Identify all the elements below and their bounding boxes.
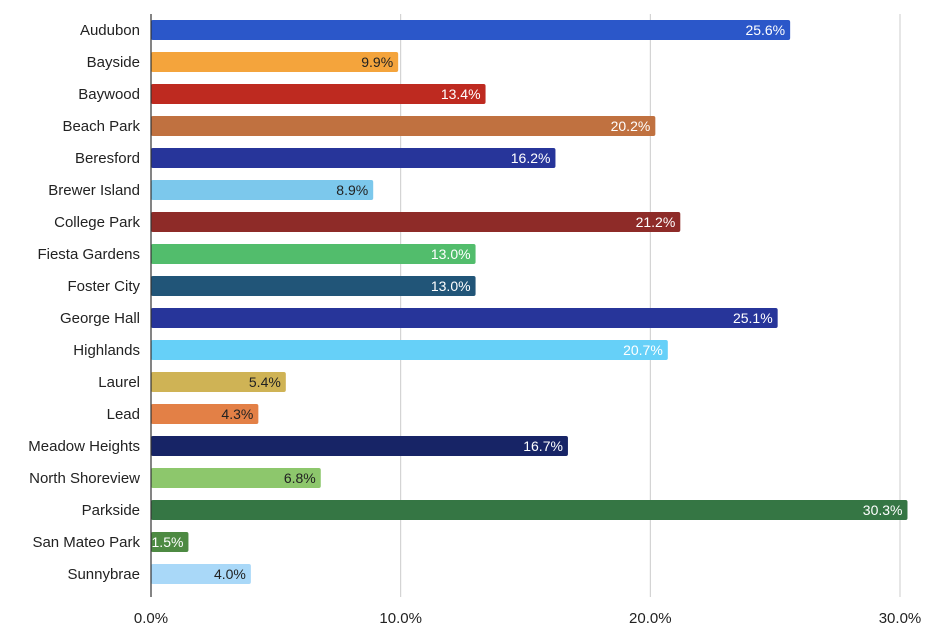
data-label: 8.9% xyxy=(336,182,368,198)
bar xyxy=(151,20,791,40)
category-label: Beach Park xyxy=(62,118,140,135)
bar xyxy=(151,468,321,488)
data-labels: 25.6% 9.9% 13.4% 20.2% 16.2% 8.9% 21.2% 13.0% 13… xyxy=(152,22,903,582)
data-label: 4.3% xyxy=(221,406,253,422)
category-label: Lead xyxy=(107,406,140,423)
data-label: 6.8% xyxy=(284,470,316,486)
bar xyxy=(151,340,668,360)
x-tick-label: 20.0% xyxy=(629,610,672,627)
category-label: North Shoreview xyxy=(29,470,140,487)
category-label: Laurel xyxy=(98,374,140,391)
category-label: College Park xyxy=(54,214,140,231)
bar xyxy=(151,148,556,168)
data-label: 13.0% xyxy=(431,246,471,262)
bar xyxy=(151,500,908,520)
bar xyxy=(151,404,259,424)
bar xyxy=(151,116,656,136)
category-label: San Mateo Park xyxy=(32,534,140,551)
bar xyxy=(151,52,399,72)
bar xyxy=(151,180,374,200)
bars xyxy=(151,20,908,584)
category-label: Audubon xyxy=(80,22,140,39)
bar xyxy=(151,436,568,456)
category-label: Highlands xyxy=(73,342,140,359)
category-label: Beresford xyxy=(75,150,140,167)
data-label: 1.5% xyxy=(152,534,184,550)
bar xyxy=(151,308,778,328)
category-label: George Hall xyxy=(60,310,140,327)
category-label: Bayside xyxy=(87,54,140,71)
data-label: 4.0% xyxy=(214,566,246,582)
x-tick-label: 10.0% xyxy=(379,610,422,627)
category-label: Parkside xyxy=(82,502,140,519)
bar xyxy=(151,84,486,104)
data-label: 20.2% xyxy=(611,118,651,134)
data-label: 20.7% xyxy=(623,342,663,358)
data-label: 13.0% xyxy=(431,278,471,294)
category-label: Fiesta Gardens xyxy=(37,246,140,263)
category-label: Sunnybrae xyxy=(67,566,140,583)
category-label: Meadow Heights xyxy=(28,438,140,455)
category-labels: Audubon Bayside Baywood Beach Park Beresford… xyxy=(28,22,140,583)
data-label: 21.2% xyxy=(636,214,676,230)
gridlines xyxy=(400,14,901,597)
data-label: 13.4% xyxy=(441,86,481,102)
data-label: 5.4% xyxy=(249,374,281,390)
bar xyxy=(151,212,681,232)
category-label: Foster City xyxy=(67,278,140,295)
bar xyxy=(151,564,251,584)
x-tick-label: 0.0% xyxy=(134,610,168,627)
category-label: Baywood xyxy=(78,86,140,103)
x-tick-labels: 0.0% 10.0% 20.0% 30.0% xyxy=(134,610,921,627)
data-label: 25.6% xyxy=(745,22,785,38)
data-label: 9.9% xyxy=(361,54,393,70)
bar xyxy=(151,244,476,264)
data-label: 30.3% xyxy=(863,502,903,518)
bar xyxy=(151,276,476,296)
x-tick-label: 30.0% xyxy=(879,610,922,627)
bar xyxy=(151,372,286,392)
data-label: 16.7% xyxy=(523,438,563,454)
data-label: 16.2% xyxy=(511,150,551,166)
category-label: Brewer Island xyxy=(48,182,140,199)
data-label: 25.1% xyxy=(733,310,773,326)
bar xyxy=(151,532,189,552)
